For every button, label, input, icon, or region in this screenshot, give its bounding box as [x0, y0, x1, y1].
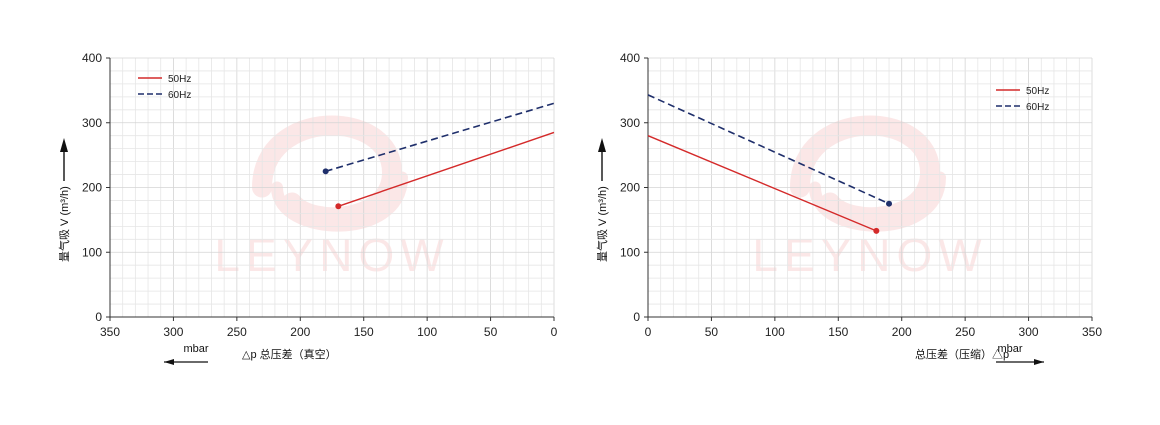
grid	[647, 57, 1093, 318]
y-tick-label: 200	[82, 181, 102, 195]
x-tick-label: 250	[955, 325, 975, 339]
series-point-60hz	[886, 200, 893, 207]
x-tick-label: 100	[417, 325, 437, 339]
x-tick-label: 200	[290, 325, 310, 339]
y-tick-label: 100	[82, 245, 102, 259]
watermark-swoosh-icon	[271, 171, 408, 232]
legend-entry: 60Hz	[168, 90, 191, 101]
y-tick-label: 400	[620, 51, 640, 65]
y-tick-label: 200	[620, 181, 640, 195]
x-tick-label: 50	[484, 325, 498, 339]
grid	[109, 57, 555, 318]
x-tick-label: 350	[100, 325, 120, 339]
x-tick-label: 200	[892, 325, 912, 339]
watermark-text: LEYNOW	[752, 229, 987, 281]
y-tick-label: 0	[95, 310, 102, 324]
series-point-60hz	[322, 168, 329, 175]
x-tick-label: 150	[828, 325, 848, 339]
y-tick-label: 300	[82, 116, 102, 130]
x-tick-label: 50	[705, 325, 719, 339]
legend: 50Hz 60Hz	[996, 86, 1049, 113]
x-axis-label: 总压差（压缩）△p	[915, 347, 1009, 361]
legend-entry: 60Hz	[1026, 102, 1049, 113]
y-tick-label: 0	[633, 310, 640, 324]
arrow-right-icon	[1034, 359, 1044, 365]
legend-entry: 50Hz	[168, 74, 191, 85]
arrow-up-icon	[60, 138, 68, 152]
x-tick-label: 250	[227, 325, 247, 339]
y-tick-label: 100	[620, 245, 640, 259]
x-axis-label: △p 总压差（真空）	[242, 347, 337, 361]
watermark-text: LEYNOW	[214, 229, 449, 281]
x-tick-label: 0	[551, 325, 558, 339]
x-tick-label: 150	[354, 325, 374, 339]
x-axis-unit: mbar	[183, 343, 208, 355]
y-tick-label: 400	[82, 51, 102, 65]
x-tick-label: 350	[1082, 325, 1102, 339]
arrow-left-icon	[164, 359, 174, 365]
x-tick-label: 100	[765, 325, 785, 339]
series-line-60hz	[647, 94, 890, 205]
x-tick-label: 0	[645, 325, 652, 339]
legend-entry: 50Hz	[1026, 86, 1049, 97]
arrow-up-icon	[598, 138, 606, 152]
x-tick-label: 300	[1019, 325, 1039, 339]
series-line-50hz	[647, 135, 877, 232]
x-tick-label: 300	[163, 325, 183, 339]
series-point-50hz	[873, 227, 880, 234]
series-line-60hz	[325, 102, 555, 173]
x-axis-unit: mbar	[997, 343, 1022, 355]
legend: 50Hz 60Hz	[138, 74, 191, 101]
chart-vacuum: LEYNOW 0 100 200 300 400 350 300 250 200 150 100 50 0…	[57, 51, 558, 365]
chart-pressure: LEYNOW 0 100 200 300 400 0 50 100 150 200 250 300 350…	[595, 51, 1102, 365]
y-axis-label: 量气吸 V (m³/h)	[595, 186, 609, 262]
y-axis-label: 量气吸 V (m³/h)	[57, 186, 71, 262]
y-tick-label: 300	[620, 116, 640, 130]
series-line-50hz	[338, 131, 555, 207]
series-point-50hz	[335, 203, 342, 210]
watermark-swoosh-icon	[809, 171, 946, 232]
